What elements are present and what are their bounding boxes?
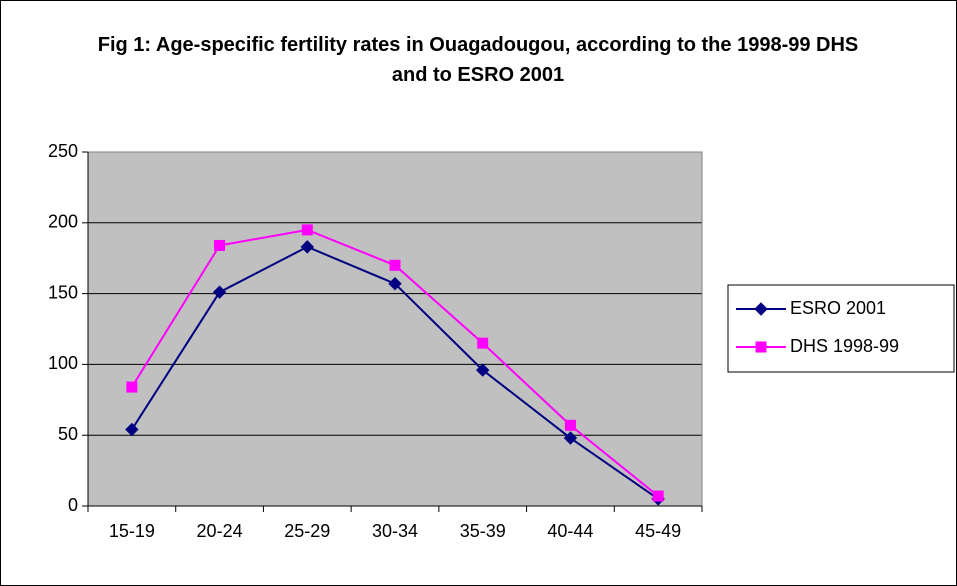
marker: [755, 341, 767, 353]
y-tick-label: 150: [48, 282, 78, 302]
x-tick-label: 25-29: [284, 521, 330, 541]
marker: [301, 224, 313, 236]
marker: [214, 239, 226, 251]
marker: [754, 302, 768, 316]
x-tick-label: 20-24: [197, 521, 243, 541]
marker: [212, 285, 227, 299]
legend-label: DHS 1998-99: [790, 336, 899, 356]
chart-title: Fig 1: Age-specific fertility rates in O…: [97, 34, 859, 86]
x-tick-label: 15-19: [109, 521, 155, 541]
legend-label: ESRO 2001: [790, 298, 886, 318]
marker: [477, 337, 489, 349]
marker: [563, 431, 578, 445]
legend-box: [727, 284, 955, 373]
marker: [564, 419, 576, 431]
y-tick-label: 200: [48, 212, 78, 232]
marker: [126, 381, 138, 393]
x-tick-label: 40-44: [547, 521, 593, 541]
marker: [652, 490, 664, 502]
y-tick-label: 50: [58, 424, 78, 444]
y-tick-label: 100: [48, 353, 78, 373]
marker: [476, 363, 490, 377]
marker: [300, 240, 314, 254]
plot-area: [88, 152, 702, 506]
marker: [388, 276, 402, 291]
y-tick-label: 0: [68, 495, 78, 515]
y-tick-label: 250: [48, 141, 78, 161]
x-tick-label: 35-39: [460, 521, 506, 541]
marker: [125, 422, 139, 437]
marker: [389, 259, 401, 271]
x-tick-label: 30-34: [372, 521, 418, 541]
x-tick-label: 45-49: [635, 521, 681, 541]
